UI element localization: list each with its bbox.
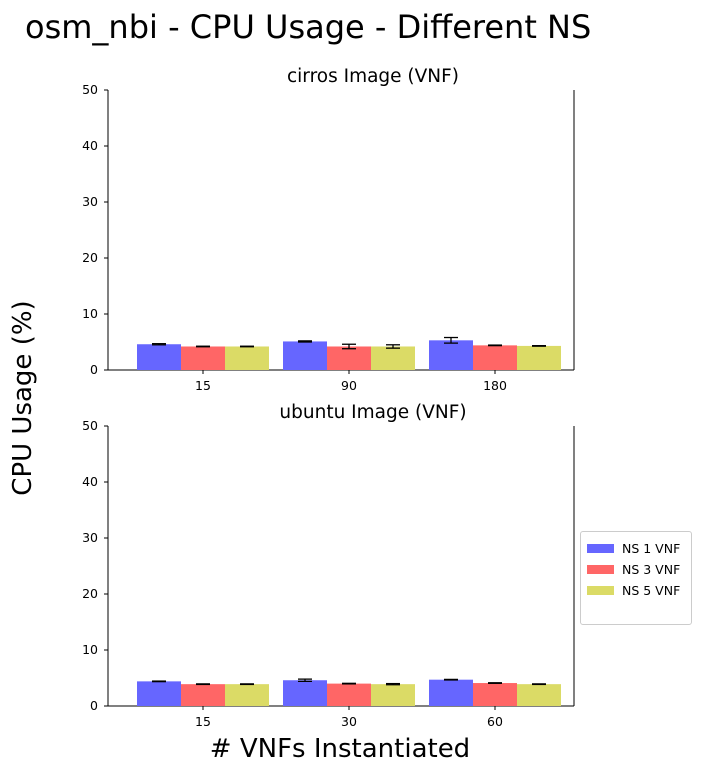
y-tick-label: 30 — [82, 194, 98, 209]
x-axis-label: # VNFs Instantiated — [210, 734, 470, 764]
x-tick-label: 30 — [341, 714, 357, 729]
bar — [181, 684, 225, 706]
bar — [517, 345, 561, 370]
bar — [137, 344, 181, 370]
x-tick-label: 180 — [483, 378, 507, 393]
y-tick-label: 0 — [90, 698, 98, 713]
y-tick-label: 50 — [82, 418, 98, 433]
bar — [137, 681, 181, 706]
y-tick-label: 50 — [82, 82, 98, 97]
y-tick-label: 10 — [82, 642, 98, 657]
bar — [473, 345, 517, 370]
bar — [473, 683, 517, 706]
bar — [181, 346, 225, 370]
y-tick-label: 40 — [82, 474, 98, 489]
bar — [429, 340, 473, 370]
y-tick-label: 10 — [82, 306, 98, 321]
y-tick-label: 40 — [82, 138, 98, 153]
bar — [371, 346, 415, 370]
legend-item-ns1: NS 1 VNF — [587, 538, 685, 559]
y-axis-label: CPU Usage (%) — [8, 300, 38, 495]
y-tick-label: 20 — [82, 586, 98, 601]
legend-swatch-ns1 — [587, 544, 614, 553]
x-tick-label: 15 — [195, 714, 211, 729]
plots: 0 10 20 30 40 50 cirros Image (VNF) 15 90 180 0 10 2… — [82, 66, 575, 729]
legend-swatch-ns3 — [587, 565, 614, 574]
panel-1: 0 10 20 30 40 50 cirros Image (VNF) 15 90 180 — [82, 66, 575, 393]
bar — [283, 341, 327, 370]
figure-title: osm_nbi - CPU Usage - Different NS — [25, 8, 591, 46]
panel-title: cirros Image (VNF) — [287, 66, 459, 87]
legend-label-ns3: NS 3 VNF — [622, 562, 681, 577]
bar — [225, 684, 269, 706]
y-tick-label: 20 — [82, 250, 98, 265]
legend-label-ns5: NS 5 VNF — [622, 583, 681, 598]
legend-item-ns3: NS 3 VNF — [587, 559, 685, 580]
bar — [327, 683, 371, 706]
legend-swatch-ns5 — [587, 586, 614, 595]
bar — [429, 679, 473, 706]
panel-2: 0 10 20 30 40 50 ubuntu Image (VNF) 15 30 60 — [82, 402, 575, 729]
x-tick-label: 90 — [341, 378, 357, 393]
legend-item-ns5: NS 5 VNF — [587, 580, 685, 601]
x-tick-label: 60 — [487, 714, 503, 729]
bar — [225, 346, 269, 370]
x-tick-label: 15 — [195, 378, 211, 393]
y-tick-label: 30 — [82, 530, 98, 545]
y-tick-label: 0 — [90, 362, 98, 377]
panel-title: ubuntu Image (VNF) — [279, 402, 466, 423]
bar — [371, 684, 415, 706]
legend: NS 1 VNF NS 3 VNF NS 5 VNF — [580, 531, 692, 625]
bar — [283, 680, 327, 706]
bar — [517, 684, 561, 706]
legend-label-ns1: NS 1 VNF — [622, 541, 681, 556]
bar — [327, 346, 371, 370]
